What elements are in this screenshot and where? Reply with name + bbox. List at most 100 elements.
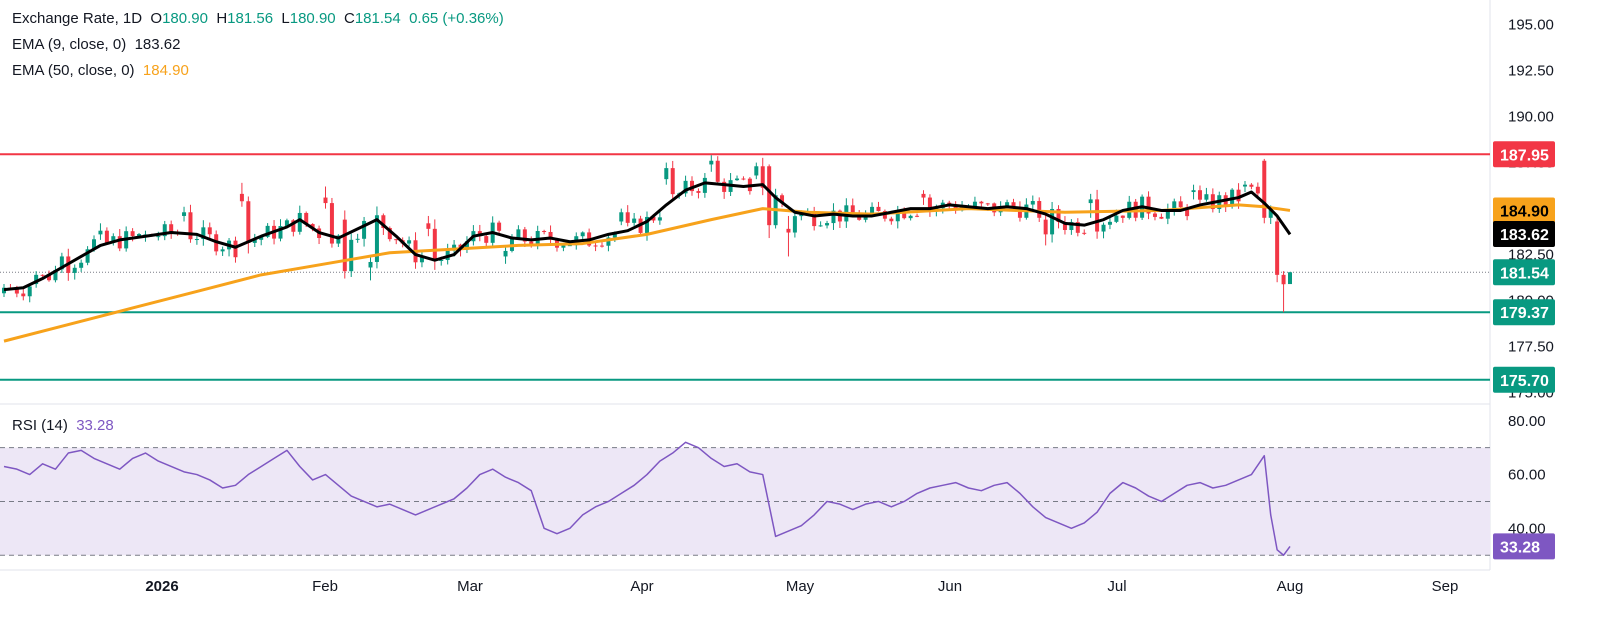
candle-body — [1120, 215, 1125, 218]
candle — [1191, 184, 1196, 200]
candle — [760, 157, 765, 196]
candle — [1152, 211, 1157, 221]
level-tag-179-37: 179.37 — [1493, 299, 1555, 326]
candle-body — [1262, 160, 1267, 218]
candle-body — [1005, 202, 1010, 207]
candle — [111, 233, 116, 246]
candle — [889, 216, 894, 225]
candle — [98, 223, 103, 240]
candle-body — [355, 238, 360, 240]
candle — [908, 214, 913, 221]
candle-body — [336, 235, 341, 244]
candle — [432, 219, 437, 270]
candle — [985, 202, 990, 206]
level-tag-187-95: 187.95 — [1493, 141, 1555, 168]
candle-body — [612, 233, 617, 238]
candle-body — [741, 178, 746, 180]
level-tag-175-70-text: 175.70 — [1500, 373, 1549, 390]
candle-body — [664, 168, 669, 180]
candle-body — [870, 206, 875, 214]
candle — [419, 250, 424, 268]
candle-body — [207, 227, 212, 235]
candle — [265, 223, 270, 239]
price-tick-label: 177.50 — [1508, 339, 1554, 356]
candle-body — [645, 216, 649, 233]
candle — [53, 265, 58, 283]
candle-body — [239, 193, 244, 202]
candle-body — [625, 212, 630, 223]
candle-body — [329, 203, 334, 244]
candle-body — [464, 241, 469, 250]
candle-body — [310, 224, 315, 229]
candle-body — [387, 228, 392, 240]
candle-body — [927, 197, 932, 211]
candle-body — [619, 212, 624, 222]
rsi-label: RSI (14) — [12, 417, 68, 434]
candle-body — [780, 195, 785, 204]
candle — [72, 264, 77, 280]
rsi-tick-label: 40.00 — [1508, 520, 1546, 537]
ema9-label: EMA (9, close, 0) — [12, 36, 127, 53]
candle — [201, 220, 206, 246]
candle — [394, 238, 399, 245]
candle — [741, 176, 746, 181]
candle — [580, 231, 585, 240]
last-price-tag: 181.54 — [1493, 259, 1555, 286]
time-tick-label: Jun — [938, 578, 962, 595]
candle-body — [657, 217, 662, 221]
legend-low-label: L — [281, 10, 290, 27]
candle-body — [85, 249, 90, 263]
ema9-price-tag-text: 183.62 — [1500, 227, 1549, 244]
candle — [767, 164, 772, 239]
candle-body — [201, 227, 206, 240]
candle — [735, 175, 740, 181]
level-tag-175-70: 175.70 — [1493, 366, 1555, 393]
candle — [27, 283, 32, 303]
time-tick-label: Mar — [457, 578, 483, 595]
candle-body — [683, 180, 688, 194]
candle — [188, 204, 193, 243]
price-tick-label: 195.00 — [1508, 17, 1554, 34]
candle-body — [1281, 274, 1286, 285]
candle-body — [323, 197, 328, 204]
candle — [1197, 185, 1202, 206]
candle-body — [291, 220, 296, 232]
candle — [162, 220, 167, 241]
candle — [374, 206, 379, 269]
candle-body — [767, 166, 772, 226]
candle — [625, 205, 630, 227]
candle-body — [278, 226, 283, 239]
candle — [599, 242, 604, 248]
candle — [1159, 213, 1164, 220]
candle-body — [915, 215, 920, 217]
rsi-tick-label: 80.00 — [1508, 413, 1546, 430]
candle-body — [503, 250, 508, 257]
legend-high-label: H — [216, 10, 228, 27]
candle-body — [14, 289, 19, 294]
level-tag-179-37-text: 179.37 — [1500, 305, 1549, 322]
candle-body — [162, 224, 167, 237]
candle-body — [1146, 196, 1151, 214]
candle — [715, 156, 720, 185]
candle — [792, 212, 797, 238]
candle-body — [606, 237, 611, 246]
candle — [1088, 193, 1093, 218]
candle — [426, 215, 431, 237]
candle — [503, 247, 508, 264]
candle-body — [1172, 201, 1177, 210]
candle-body — [362, 220, 367, 239]
candle-body — [561, 245, 566, 248]
candle — [670, 160, 675, 199]
candle — [1037, 197, 1042, 222]
candle — [407, 236, 412, 247]
time-tick-label: Sep — [1432, 578, 1459, 595]
candle — [927, 194, 932, 217]
candle-body — [111, 236, 116, 243]
candle-body — [407, 240, 412, 244]
candle — [329, 197, 334, 248]
candle-body — [497, 222, 502, 231]
time-tick-label: Feb — [312, 578, 338, 595]
candle-body — [715, 160, 720, 182]
candle — [2, 284, 6, 297]
